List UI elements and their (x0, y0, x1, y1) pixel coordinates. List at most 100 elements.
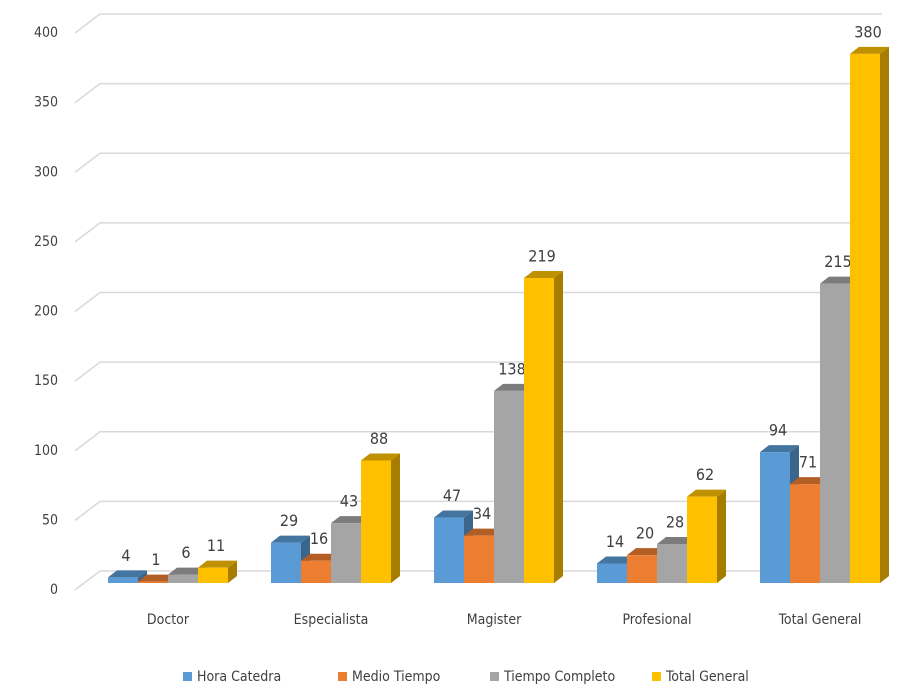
data-label: 29 (280, 511, 298, 530)
grid-line (74, 361, 882, 382)
bar-top (168, 567, 207, 575)
bar-front (627, 555, 657, 583)
x-tick-label: Profesional (622, 612, 691, 628)
legend-swatch (490, 672, 499, 681)
bar-top (271, 535, 310, 543)
y-tick-label: 100 (34, 443, 58, 459)
x-tick-label: Total General (778, 612, 862, 628)
grid-line (74, 13, 882, 34)
bar-top (597, 556, 636, 564)
bar-front (790, 484, 820, 583)
grid-line (74, 82, 882, 104)
bar-top (820, 276, 859, 284)
bar-top (657, 537, 696, 545)
bar-side (391, 453, 400, 583)
bar-side (554, 271, 563, 583)
data-label: 14 (606, 532, 624, 551)
bar-front (494, 390, 524, 583)
bar-front (138, 581, 168, 583)
bar-front (524, 278, 554, 583)
bar-front (850, 53, 880, 584)
data-label: 11 (207, 536, 225, 555)
bar-top (627, 548, 666, 556)
y-tick-label: 400 (34, 25, 58, 41)
bar-top (108, 570, 147, 578)
data-label: 62 (696, 465, 714, 484)
y-tick-label: 150 (34, 373, 58, 389)
bar-top (464, 528, 503, 536)
x-tick-label: Especialista (294, 612, 369, 628)
bar-front (760, 452, 790, 583)
bar-front (820, 283, 850, 583)
data-label: 1 (151, 550, 160, 569)
y-tick-label: 0 (50, 582, 58, 598)
bar (524, 271, 563, 583)
bar-top (138, 574, 177, 582)
grid-line (74, 152, 882, 173)
y-tick-label: 200 (34, 304, 58, 320)
data-label: 94 (769, 421, 787, 440)
data-label: 88 (370, 429, 388, 448)
bar-top (687, 489, 726, 497)
bar-top (494, 383, 533, 391)
grid-line (74, 431, 882, 452)
bar (850, 46, 889, 584)
bar-front (271, 542, 301, 583)
y-tick-label: 350 (34, 95, 58, 111)
data-label: 380 (854, 22, 881, 41)
data-label: 28 (666, 513, 684, 532)
bar-top (331, 516, 370, 524)
bar-top (434, 510, 473, 518)
legend-swatch (652, 672, 661, 681)
x-tick-label: Doctor (147, 612, 190, 628)
bar-front (464, 535, 494, 583)
bar-front (108, 577, 138, 583)
legend-label: Medio Tiempo (352, 669, 441, 685)
bar-top (760, 445, 799, 453)
data-label: 215 (824, 252, 851, 271)
bar-top (790, 477, 829, 485)
y-tick-label: 50 (42, 512, 58, 528)
bar-top (361, 453, 400, 461)
legend-label: Hora Catedra (197, 669, 281, 685)
bar-front (361, 460, 391, 583)
bar-front (657, 544, 687, 583)
bar-front (331, 523, 361, 583)
data-label: 34 (473, 504, 491, 523)
data-label: 20 (636, 524, 654, 543)
bar-top (524, 271, 563, 279)
grid-line (74, 500, 882, 521)
bar-front (687, 496, 717, 583)
data-label: 16 (310, 529, 328, 548)
data-label: 219 (528, 247, 555, 266)
bar-top (301, 553, 340, 561)
grid-line (74, 222, 882, 243)
bar-side (228, 560, 237, 583)
bar-front (198, 567, 228, 583)
data-label: 6 (181, 543, 190, 562)
y-tick-label: 300 (34, 164, 58, 180)
grid-line (74, 291, 882, 313)
bar (687, 489, 726, 583)
bar-side (717, 489, 726, 583)
data-label: 47 (443, 486, 461, 505)
data-label: 71 (799, 453, 817, 472)
legend-label: Tiempo Completo (503, 669, 615, 685)
data-label: 4 (121, 546, 130, 565)
data-label: 43 (340, 492, 358, 511)
legend-swatch (183, 672, 192, 681)
bar-front (168, 574, 198, 583)
bar-top (198, 560, 237, 568)
bar-front (597, 563, 627, 583)
legend-label: Total General (665, 669, 749, 685)
bar (361, 453, 400, 583)
bar-front (434, 517, 464, 583)
bar-side (880, 46, 889, 584)
bar-front (301, 560, 331, 583)
data-label: 138 (498, 359, 525, 378)
x-tick-label: Magister (467, 612, 522, 628)
legend-swatch (338, 672, 347, 681)
bar (198, 560, 237, 583)
